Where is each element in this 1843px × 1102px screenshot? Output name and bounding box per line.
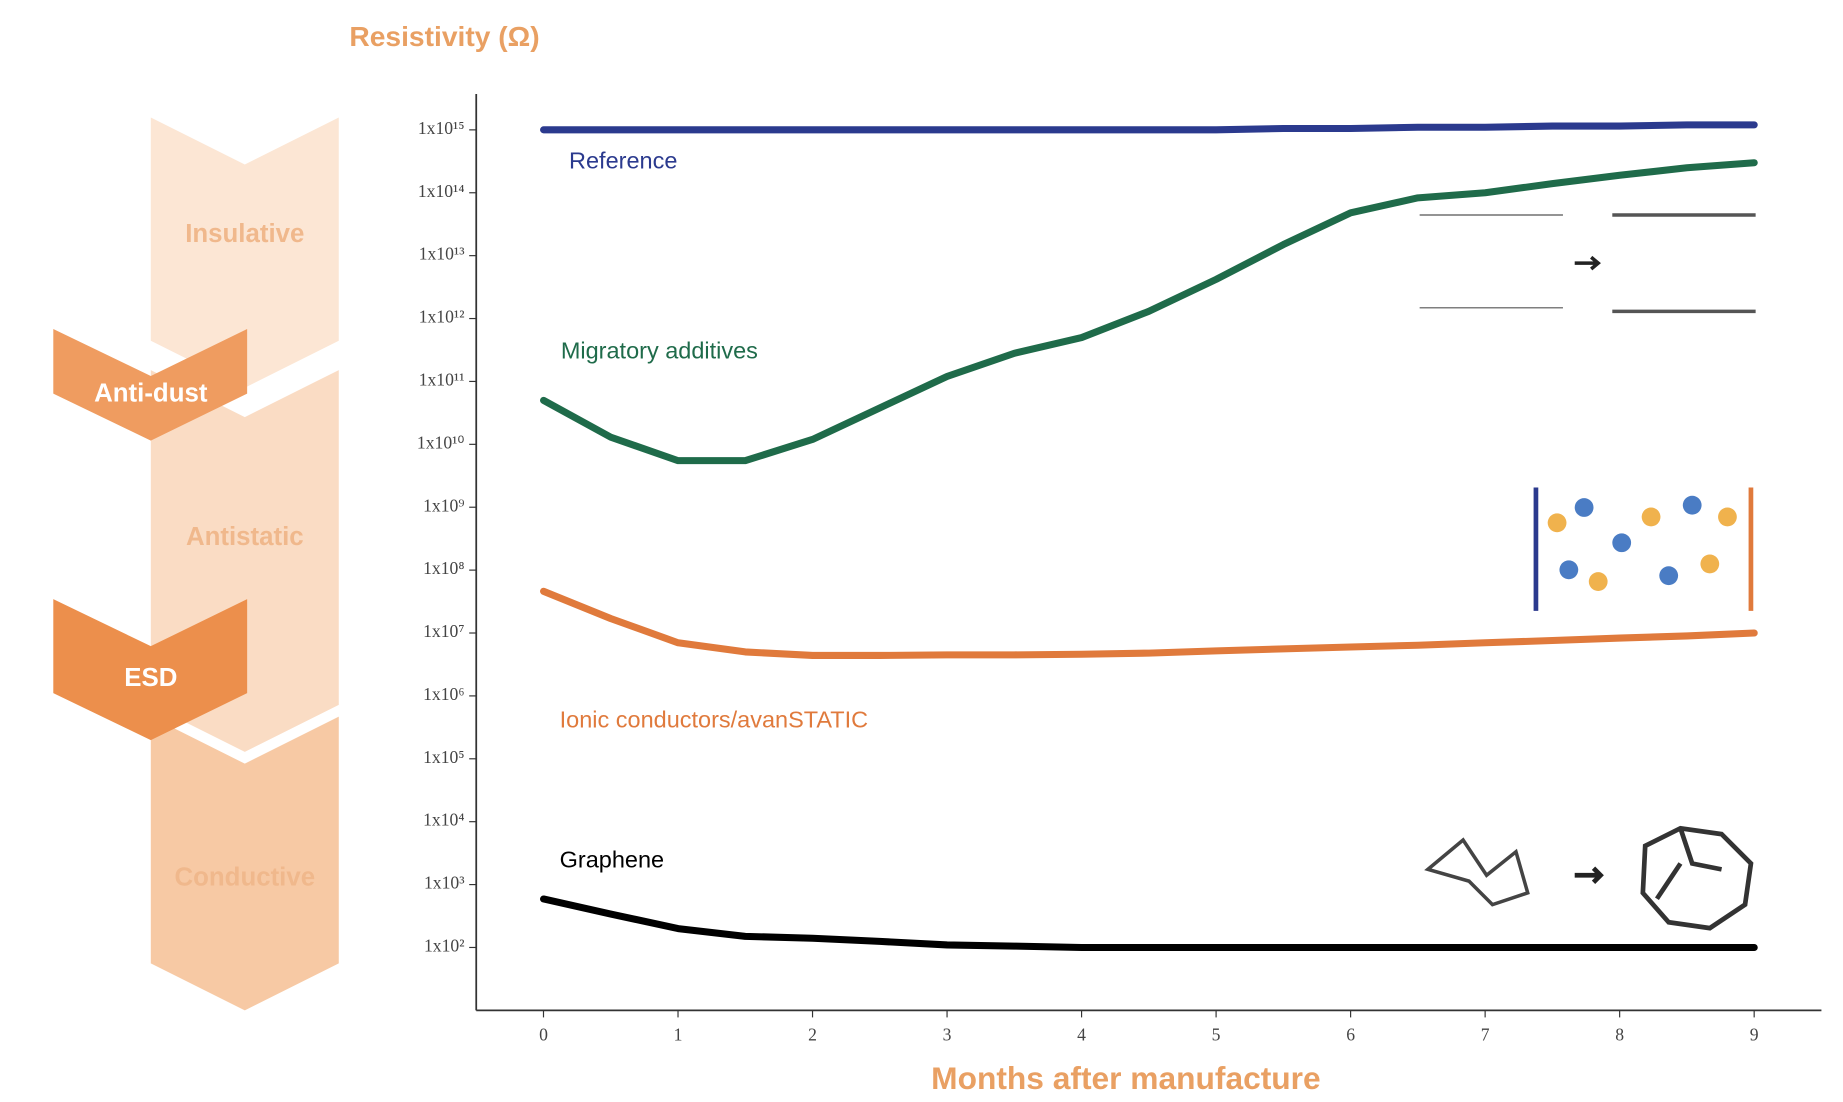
illustration-dot [1547,513,1567,533]
x-tick-label: 8 [1615,1024,1624,1044]
y-axis-title: Resistivity (Ω) [349,20,539,52]
illustration-dot [1682,495,1702,515]
x-tick-label: 2 [808,1024,817,1044]
region-bands [53,117,339,1011]
series-line [540,159,1758,465]
band [150,716,339,1011]
illustration-dot [1718,507,1737,527]
illustration-dot [1700,554,1720,574]
region-label: ESD [124,664,177,692]
x-tick-label: 6 [1346,1024,1355,1044]
illustration-dot [1659,566,1679,586]
x-tick-label: 4 [1077,1024,1086,1044]
illustration-dot [1574,498,1594,517]
x-tick-label: 9 [1750,1024,1759,1044]
series-line [540,895,1758,952]
x-tick-label: 5 [1212,1024,1221,1044]
series-label: Graphene [560,846,664,872]
illustration-dot [1559,560,1579,580]
y-tick-label: 1x10⁵ [423,747,464,767]
illustration-dot [1641,507,1661,527]
y-tick-label: 1x10⁸ [423,558,464,578]
band [53,328,248,441]
illustrations [1419,213,1756,931]
series-label: Reference [569,147,677,173]
illustration-arrow [1574,255,1601,271]
series-line [540,121,1758,134]
y-tick-label: 1x10⁹ [423,495,464,515]
y-tick-label: 1x10¹³ [419,244,465,264]
y-tick-label: 1x10¹⁵ [418,118,465,138]
region-label: Insulative [185,220,304,248]
region-label: Anti-dust [94,380,208,408]
x-tick-label: 3 [943,1024,952,1044]
illustration-flakes [1424,837,1530,907]
y-tick-label: 1x10¹⁴ [418,181,465,201]
series-line [540,587,1758,659]
y-tick-label: 1x10¹² [419,307,465,327]
series-label: Migratory additives [561,338,758,364]
y-tick-label: 1x10³ [424,873,465,893]
x-axis-title: Months after manufacture [931,1060,1320,1096]
y-tick-label: 1x10⁷ [423,621,464,641]
y-tick-label: 1x10⁶ [423,684,464,704]
y-tick-label: 1x10¹⁰ [417,432,465,452]
region-label: Antistatic [186,523,304,551]
y-tick-label: 1x10² [424,936,465,956]
y-tick-label: 1x10⁴ [423,810,464,830]
illustration-dot [1612,533,1632,553]
region-label: Conductive [174,864,315,892]
y-tick-label: 1x10¹¹ [419,369,465,389]
illustration-arrow [1574,866,1604,884]
band [53,599,248,741]
x-tick-label: 0 [539,1024,548,1044]
x-tick-label: 7 [1481,1024,1490,1044]
illustration-dot [1588,572,1608,591]
band [150,117,339,388]
series-label: Ionic conductors/avanSTATIC [560,707,869,733]
x-tick-label: 1 [674,1024,683,1044]
illustration-network [1640,825,1754,931]
